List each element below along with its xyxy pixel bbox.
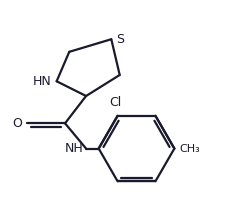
Text: O: O <box>13 117 23 130</box>
Text: Cl: Cl <box>109 96 122 109</box>
Text: HN: HN <box>33 75 51 88</box>
Text: CH₃: CH₃ <box>180 144 200 154</box>
Text: NH: NH <box>65 142 84 155</box>
Text: S: S <box>117 33 125 46</box>
